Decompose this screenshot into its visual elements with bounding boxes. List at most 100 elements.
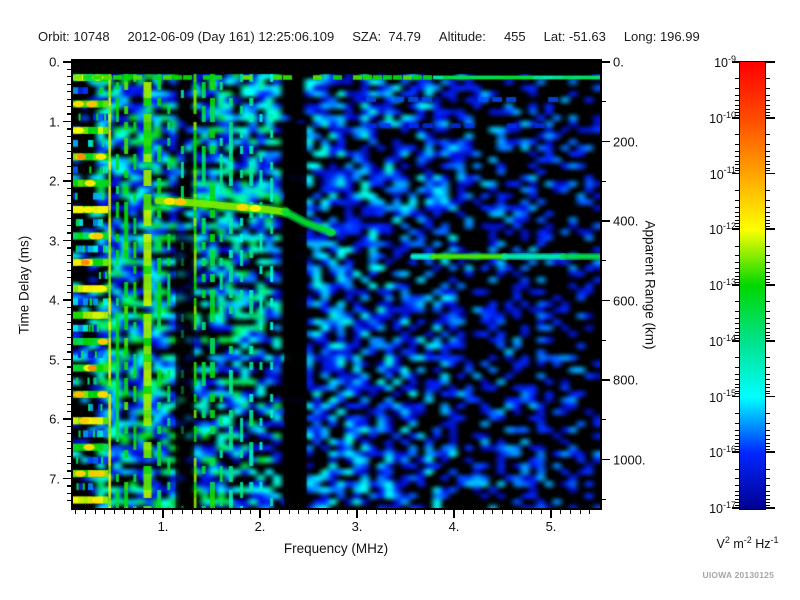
- colorbar-minor-tick: [766, 393, 770, 395]
- y2-axis-major-tick: [602, 140, 610, 143]
- colorbar-minor-tick: [766, 206, 770, 208]
- colorbar-minor-tick: [735, 245, 739, 247]
- y-axis-tick-label: 3.: [49, 233, 60, 248]
- y-axis-minor-tick: [67, 113, 71, 115]
- x-axis-minor-tick: [521, 510, 523, 514]
- colorbar-minor-tick: [766, 223, 770, 225]
- x-axis-minor-tick: [404, 510, 407, 514]
- colorbar-major-tick: [766, 339, 775, 342]
- colorbar-minor-tick: [735, 478, 739, 480]
- colorbar-minor-tick: [735, 199, 739, 201]
- y-axis-minor-tick: [67, 277, 71, 279]
- colorbar-minor-tick: [735, 422, 739, 424]
- colorbar-minor-tick: [735, 446, 739, 448]
- y-axis-minor-tick: [67, 91, 71, 93]
- x-axis-minor-tick: [501, 510, 504, 514]
- x-axis-minor-tick: [589, 510, 591, 514]
- x-axis-major-tick: [259, 510, 261, 518]
- colorbar-minor-tick: [735, 150, 739, 152]
- y-axis-major-tick: [63, 239, 71, 242]
- colorbar-minor-tick: [766, 108, 770, 110]
- colorbar-minor-tick: [766, 220, 770, 222]
- colorbar-minor-tick: [766, 275, 770, 277]
- colorbar-minor-tick: [766, 485, 770, 487]
- y-axis-minor-tick: [67, 500, 71, 502]
- colorbar-minor-tick: [766, 357, 770, 359]
- y-axis-minor-tick: [67, 68, 71, 71]
- x-axis-tick-label: 5.: [545, 519, 557, 534]
- colorbar-minor-tick: [766, 449, 770, 451]
- colorbar-minor-tick: [735, 262, 739, 264]
- x-axis-major-tick: [356, 510, 358, 518]
- colorbar-tick-label: 10-16: [709, 444, 736, 461]
- colorbar-minor-tick: [735, 211, 739, 213]
- y-axis-minor-tick: [67, 76, 71, 78]
- y-axis-minor-tick: [67, 247, 71, 249]
- y-axis-minor-tick: [67, 98, 71, 100]
- x-axis-minor-tick: [385, 510, 387, 514]
- colorbar-major-tick: [732, 284, 739, 286]
- y-axis-minor-tick: [67, 440, 71, 442]
- x-axis-major-tick: [162, 510, 164, 518]
- y-axis-minor-tick: [67, 314, 71, 316]
- x-axis-major-tick: [550, 510, 552, 518]
- x-axis-tick-label: 4.: [448, 519, 460, 534]
- colorbar-minor-tick: [735, 272, 739, 274]
- y-axis-title: Time Delay (ms): [16, 235, 32, 335]
- y2-axis-major-tick: [602, 299, 610, 302]
- colorbar-major-tick: [766, 116, 775, 119]
- colorbar-minor-tick: [735, 334, 739, 336]
- x-axis-minor-tick: [278, 510, 280, 514]
- y-axis-minor-tick: [67, 158, 71, 160]
- y-axis-minor-tick: [67, 217, 71, 219]
- x-axis-minor-tick: [531, 510, 533, 514]
- colorbar-minor-tick: [766, 272, 770, 274]
- colorbar-minor-tick: [735, 206, 739, 208]
- colorbar: [739, 61, 766, 510]
- y2-axis-tick-label: 0.: [613, 54, 624, 70]
- colorbar-minor-tick: [735, 114, 739, 116]
- x-axis-minor-tick: [288, 510, 290, 514]
- colorbar-minor-tick: [766, 245, 770, 247]
- colorbar-minor-tick: [735, 318, 739, 320]
- x-axis-minor-tick: [579, 510, 581, 514]
- y-axis-minor-tick: [67, 396, 71, 398]
- colorbar-minor-tick: [766, 412, 770, 414]
- colorbar-major-tick: [766, 228, 775, 231]
- y2-axis-minor-tick: [602, 339, 606, 341]
- y-axis-minor-tick: [67, 232, 71, 234]
- x-axis-minor-tick: [75, 510, 77, 514]
- y-axis-minor-tick: [67, 344, 71, 346]
- x-axis-minor-tick: [482, 510, 484, 514]
- y-axis-minor-tick: [67, 463, 71, 465]
- x-axis-minor-tick: [307, 510, 310, 514]
- y-axis-minor-tick: [67, 83, 71, 85]
- x-axis-minor-tick: [152, 510, 154, 514]
- y-axis-tick-label: 2.: [49, 173, 60, 189]
- y2-axis-minor-tick: [602, 180, 606, 182]
- colorbar-minor-tick: [766, 327, 770, 329]
- x-axis-minor-tick: [327, 510, 329, 514]
- colorbar-minor-tick: [766, 255, 770, 257]
- colorbar-minor-tick: [735, 449, 739, 451]
- colorbar-minor-tick: [766, 104, 770, 106]
- y-axis-minor-tick: [67, 291, 71, 294]
- colorbar-minor-tick: [735, 226, 739, 228]
- colorbar-minor-tick: [735, 167, 739, 169]
- y-axis-minor-tick: [67, 150, 71, 152]
- colorbar-minor-tick: [766, 189, 770, 191]
- x-axis-tick-label: 3.: [351, 519, 363, 534]
- colorbar-minor-tick: [766, 366, 770, 368]
- header-orbit: Orbit: 10748: [38, 29, 110, 44]
- x-axis-minor-tick: [230, 510, 232, 514]
- y2-axis-major-tick: [602, 458, 610, 461]
- y-axis-minor-tick: [67, 172, 71, 175]
- colorbar-minor-tick: [766, 422, 770, 424]
- colorbar-minor-tick: [766, 100, 770, 102]
- colorbar-major-tick: [732, 228, 739, 231]
- y-axis-tick-label: 0.: [49, 54, 60, 70]
- colorbar-minor-tick: [735, 281, 739, 283]
- y-axis-minor-tick: [67, 165, 71, 167]
- x-axis-minor-tick: [560, 510, 562, 514]
- colorbar-major-tick: [732, 507, 739, 509]
